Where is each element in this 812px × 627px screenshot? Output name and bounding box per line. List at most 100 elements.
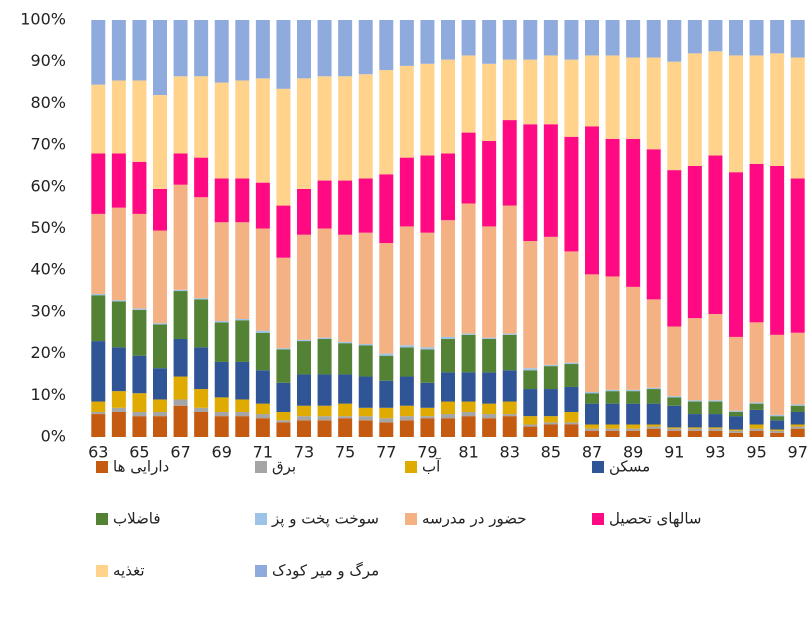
bar-segment <box>564 362 579 365</box>
x-tick-label: 95 <box>746 443 766 462</box>
bar-segment <box>214 416 229 437</box>
bar-segment <box>420 407 435 417</box>
bar-segment <box>132 20 147 81</box>
y-tick-label: 30% <box>30 301 66 320</box>
bar-segment <box>646 299 661 388</box>
bar-segment <box>173 405 188 437</box>
bar-segment <box>358 232 373 345</box>
bar-segment <box>358 345 373 377</box>
bar-segment <box>173 339 188 377</box>
bar-segment <box>255 403 270 415</box>
bar-segment <box>91 20 106 85</box>
bar-segment <box>770 20 785 54</box>
bar-segment <box>605 403 620 425</box>
bar-segment <box>297 20 311 79</box>
bar-segment <box>770 165 785 335</box>
bar-segment <box>790 332 805 405</box>
bar-segment <box>194 347 209 390</box>
bar-segment <box>255 228 270 331</box>
bar-segment <box>317 228 332 338</box>
bar-segment <box>153 230 167 324</box>
bar-segment <box>667 396 682 398</box>
bar-segment <box>646 20 661 58</box>
bar-segment <box>790 405 805 412</box>
bar-segment <box>214 397 229 412</box>
bar-segment <box>214 20 229 83</box>
bar-segment <box>441 372 455 402</box>
bar-segment <box>379 407 394 419</box>
bar-segment <box>173 399 188 406</box>
bar-segment <box>317 405 332 417</box>
y-tick-label: 10% <box>30 385 66 404</box>
bar-segment <box>729 432 743 437</box>
bar-segment <box>626 57 641 139</box>
bar-segment <box>523 370 538 390</box>
y-tick-label: 90% <box>30 51 66 70</box>
bar-segment <box>214 411 229 417</box>
bar-segment <box>687 53 702 166</box>
bar-segment <box>317 180 332 229</box>
legend-swatch <box>255 461 267 473</box>
bar-segment <box>379 422 394 437</box>
bar-segment <box>708 313 723 401</box>
bar-segment <box>646 387 661 390</box>
bar-segment <box>564 20 579 60</box>
bar-segment <box>749 322 764 403</box>
bar-segment <box>502 59 517 121</box>
bar-segment <box>749 428 764 431</box>
bar-segment <box>626 424 641 429</box>
bar-segment <box>153 95 167 189</box>
bar-segment <box>111 301 126 348</box>
bar-segment <box>708 401 723 415</box>
bar-segment <box>111 20 126 81</box>
bar-segment <box>770 429 785 431</box>
bar-segment <box>770 432 785 437</box>
bar-segment <box>338 341 353 344</box>
bar-segment <box>338 343 353 375</box>
bar-segment <box>708 20 723 52</box>
bar-segment <box>502 401 517 415</box>
bar-segment <box>317 420 332 437</box>
bar-segment <box>153 324 167 369</box>
legend-swatch <box>405 461 417 473</box>
bar-segment <box>297 341 311 375</box>
bar-segment <box>543 416 558 423</box>
bar-segment <box>585 274 599 392</box>
bar-segment <box>482 372 497 404</box>
bar-segment <box>626 389 641 392</box>
y-tick-label: 40% <box>30 260 66 279</box>
bar-segment <box>770 416 785 421</box>
bar-segment <box>749 424 764 429</box>
bar-segment <box>358 416 373 421</box>
bar-segment <box>132 393 147 412</box>
bar-segment <box>770 414 785 417</box>
bar-segment <box>441 220 455 337</box>
bar-segment <box>461 55 476 133</box>
bar-segment <box>235 416 250 437</box>
bar-segment <box>399 157 414 227</box>
bar-segment <box>338 20 353 77</box>
bar-segment <box>194 298 209 300</box>
bar-segment <box>585 20 599 56</box>
bar-segment <box>338 403 353 417</box>
bar-segment <box>317 339 332 375</box>
bar-segment <box>564 364 579 387</box>
bar-segment <box>708 430 723 437</box>
bar-segment <box>626 20 641 58</box>
bar-segment <box>461 416 476 437</box>
bar-segment <box>255 182 270 229</box>
bar-segment <box>790 426 805 429</box>
bar-segment <box>338 234 353 342</box>
legend-label: حضور در مدرسه <box>422 510 527 528</box>
bar-segment <box>214 178 229 223</box>
legend-label: فاضلاب <box>113 510 161 528</box>
bar-segment <box>214 321 229 323</box>
bar-segment <box>605 391 620 404</box>
bar-segment <box>194 197 209 299</box>
bar-segment <box>564 386 579 412</box>
x-tick-label: 75 <box>335 443 355 462</box>
bar-segment <box>235 178 250 223</box>
bar-segment <box>132 80 147 162</box>
bar-segment <box>687 318 702 401</box>
